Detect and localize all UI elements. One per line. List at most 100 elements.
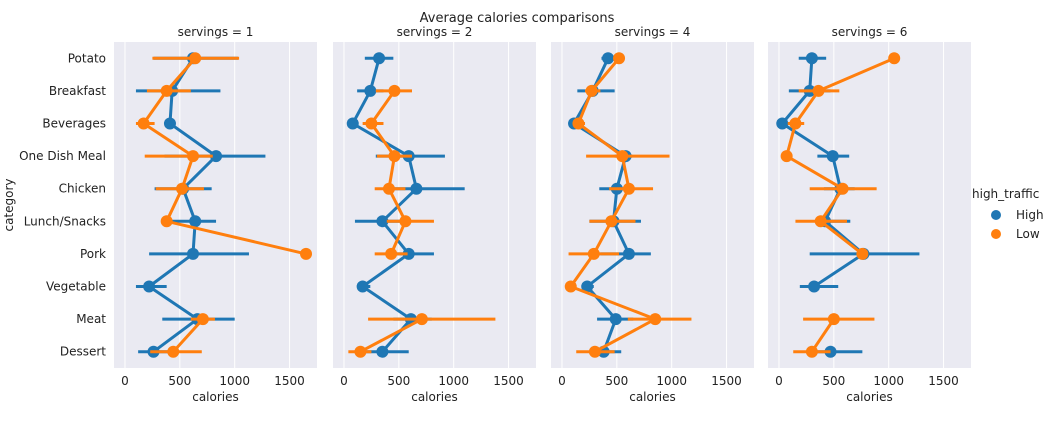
data-point [616,150,629,163]
y-tick-label: Breakfast [49,84,106,98]
x-tick-label: 1000 [873,374,904,388]
data-point [187,247,200,260]
y-tick-label: Vegetable [46,280,106,294]
legend-label: Low [1016,227,1040,241]
data-point [364,84,377,97]
panel-title: servings = 6 [832,25,908,39]
series-line [569,57,657,354]
data-point [354,345,367,358]
y-tick-label: Chicken [59,182,106,196]
series-line [810,318,836,353]
data-point [622,182,635,195]
legend-label: High [1016,208,1044,222]
x-tick-label: 0 [121,374,129,388]
data-point [376,345,389,358]
panel-3: servings = 4 0 500 1000 1500 calories [551,25,754,404]
data-point [588,345,601,358]
data-point [808,280,821,293]
data-point [187,150,200,163]
y-tick-label: Beverages [42,117,106,131]
data-point [356,280,369,293]
data-point [388,150,401,163]
data-point [402,247,415,260]
data-point [399,215,412,228]
x-tick-label: 500 [387,374,410,388]
x-axis-label: calories [411,390,458,404]
panel-background [551,42,754,368]
y-tick-label: Lunch/Snacks [24,214,106,228]
series-low [780,52,901,358]
data-point [581,280,594,293]
data-point [210,150,223,163]
panel-background [768,42,971,368]
x-tick-label: 500 [168,374,191,388]
panel-title: servings = 1 [178,25,254,39]
panel-title: servings = 4 [615,25,691,39]
data-point [385,247,398,260]
data-point [605,215,618,228]
data-point [167,345,180,358]
legend: high_traffic High Low [972,187,1044,241]
x-axis-label: calories [846,390,893,404]
y-tick-label: Meat [76,312,106,326]
series-line [172,318,204,353]
data-point [827,313,840,326]
y-tick-label: Dessert [60,345,106,359]
data-point [160,215,173,228]
panel-2: servings = 2 0 500 1000 1500 calories [333,25,536,404]
data-point [613,52,626,65]
series-line [147,57,218,353]
data-point [805,52,818,65]
series-line [572,57,631,353]
data-point [564,280,577,293]
data-point [856,247,869,260]
data-point [189,52,202,65]
x-tick-label: 500 [605,374,628,388]
data-point [649,313,662,326]
data-point [410,182,423,195]
panel-background [114,42,317,368]
data-point [373,52,386,65]
data-point [382,182,395,195]
series-line [351,57,418,353]
data-point [609,313,622,326]
data-point [176,182,189,195]
data-point [812,84,825,97]
data-point [789,117,802,130]
data-point [776,117,789,130]
legend-marker [991,210,1001,220]
data-point [143,280,156,293]
x-axis-label: calories [192,390,239,404]
y-tick-label: Potato [68,51,106,65]
data-point [836,182,849,195]
x-tick-label: 0 [558,374,566,388]
data-point [163,117,176,130]
panel-1: servings = 1 0 500 1000 1500 calories [114,25,317,404]
x-axis-label: calories [629,390,676,404]
x-tick-label: 1000 [219,374,250,388]
x-tick-label: 1500 [274,374,305,388]
legend-title: high_traffic [972,187,1039,201]
x-tick-label: 1500 [493,374,524,388]
panel-title: servings = 2 [397,25,473,39]
x-tick-label: 1000 [656,374,687,388]
panel-4: servings = 6 0 500 1000 1500 calories [768,25,971,404]
series-line [359,317,423,354]
data-point [137,117,150,130]
data-point [780,150,793,163]
data-point [365,117,378,130]
data-point [826,150,839,163]
data-point [160,84,173,97]
y-tick-label: One Dish Meal [19,149,106,163]
data-point [585,84,598,97]
legend-marker [991,229,1001,239]
series-low [564,52,692,358]
data-point [814,215,827,228]
data-point [602,52,615,65]
data-point [300,247,313,260]
y-tick-label: Pork [80,247,106,261]
data-point [376,215,389,228]
data-point [805,345,818,358]
x-tick-label: 1000 [438,374,469,388]
